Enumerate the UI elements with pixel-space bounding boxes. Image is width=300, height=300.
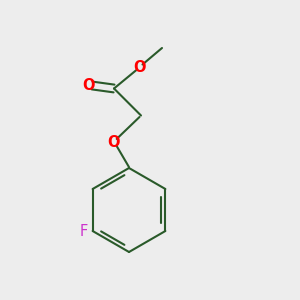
- Text: F: F: [80, 224, 88, 238]
- Text: O: O: [133, 60, 146, 75]
- Text: O: O: [108, 135, 120, 150]
- Text: O: O: [82, 78, 95, 93]
